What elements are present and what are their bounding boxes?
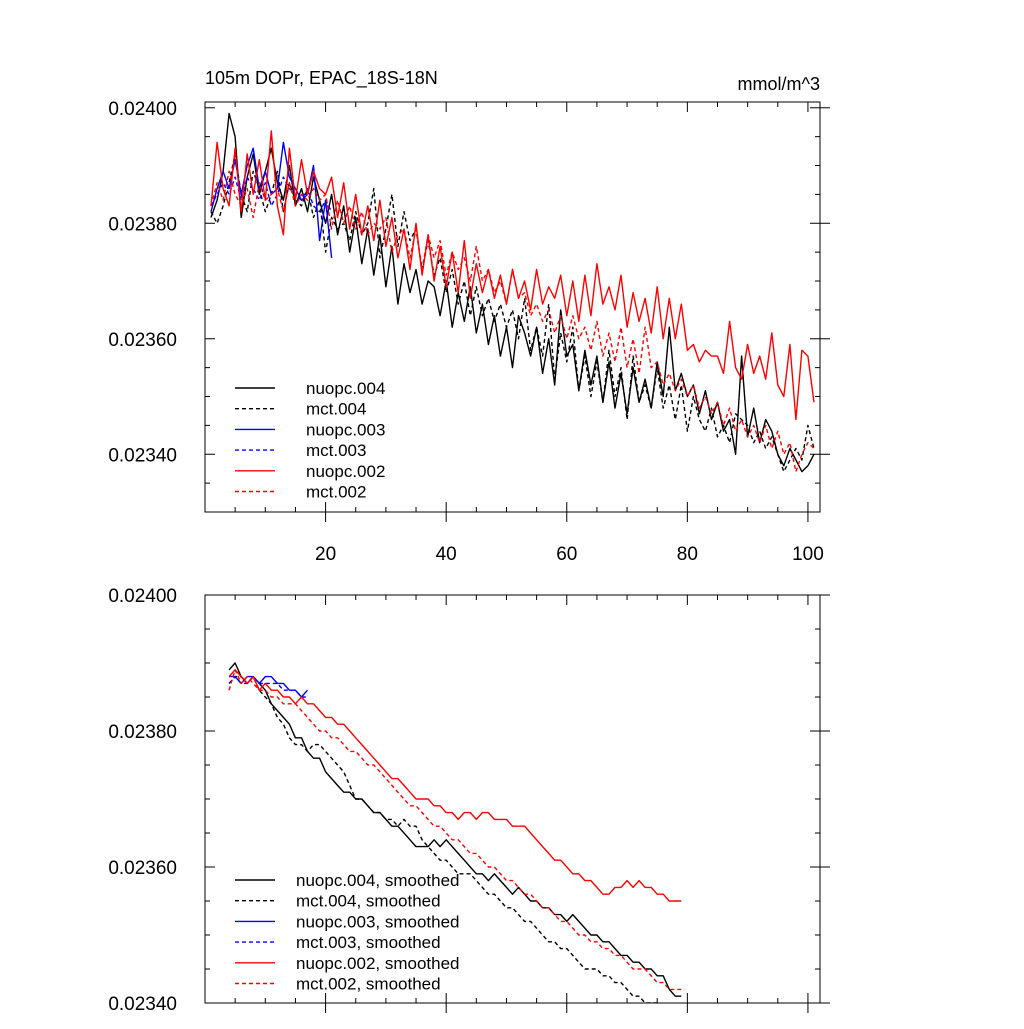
series-line-mct-004-smoothed <box>228 675 659 1003</box>
x-tick-label: 40 <box>436 544 457 565</box>
legend-label: mct.002 <box>306 483 366 502</box>
series-line-mct-002-smoothed <box>228 669 682 991</box>
legend-label: mct.003 <box>306 441 366 460</box>
legend-label: mct.004 <box>306 400 366 419</box>
series-line-nuopc-002-smoothed <box>228 669 682 902</box>
chart-title: 105m DOPr, EPAC_18S-18N <box>205 68 438 89</box>
y-tick-label: 0.02360 <box>108 858 177 879</box>
plot-frame <box>204 101 821 513</box>
panel-2: 0.02340 0.02360 0.02380 0.02400 nuopc.004, s… <box>108 586 830 1015</box>
chart-units: mmol/m^3 <box>738 74 820 94</box>
y-tick-label: 0.02400 <box>108 99 177 120</box>
x-tick-label: 80 <box>677 544 698 565</box>
legend-label: nuopc.002, smoothed <box>296 954 460 973</box>
legend-label: mct.002, smoothed <box>296 975 441 994</box>
series-line-mct-002 <box>210 170 815 473</box>
y-tick-label: 0.02340 <box>108 445 177 466</box>
x-tick-label: 60 <box>556 544 577 565</box>
legend-label: mct.004, smoothed <box>296 892 441 911</box>
series-line-nuopc-002 <box>210 130 815 421</box>
legend-label: nuopc.004 <box>306 379 385 398</box>
x-tick-label: 100 <box>792 544 824 565</box>
y-tick-label: 0.02380 <box>108 214 177 235</box>
y-tick-label: 0.02340 <box>108 994 177 1015</box>
legend-label: nuopc.003 <box>306 420 385 439</box>
y-tick-label: 0.02380 <box>108 722 177 743</box>
x-tick-label: 20 <box>315 544 336 565</box>
series-group <box>210 112 815 473</box>
legend-label: nuopc.004, smoothed <box>296 871 460 890</box>
series-group <box>228 662 682 1003</box>
y-tick-label: 0.02400 <box>108 586 177 607</box>
series-line-mct-003-smoothed <box>228 675 308 698</box>
series-line-nuopc-004 <box>210 112 815 473</box>
legend-label: mct.003, smoothed <box>296 933 441 952</box>
y-tick-label: 0.02360 <box>108 330 177 351</box>
panel-1: 20 40 60 80 100 0.02340 0.02360 0.02380 0.02400 1… <box>108 68 830 565</box>
legend-label: nuopc.003, smoothed <box>296 912 460 931</box>
legend-label: nuopc.002 <box>306 462 385 481</box>
series-line-nuopc-004-smoothed <box>228 662 682 997</box>
